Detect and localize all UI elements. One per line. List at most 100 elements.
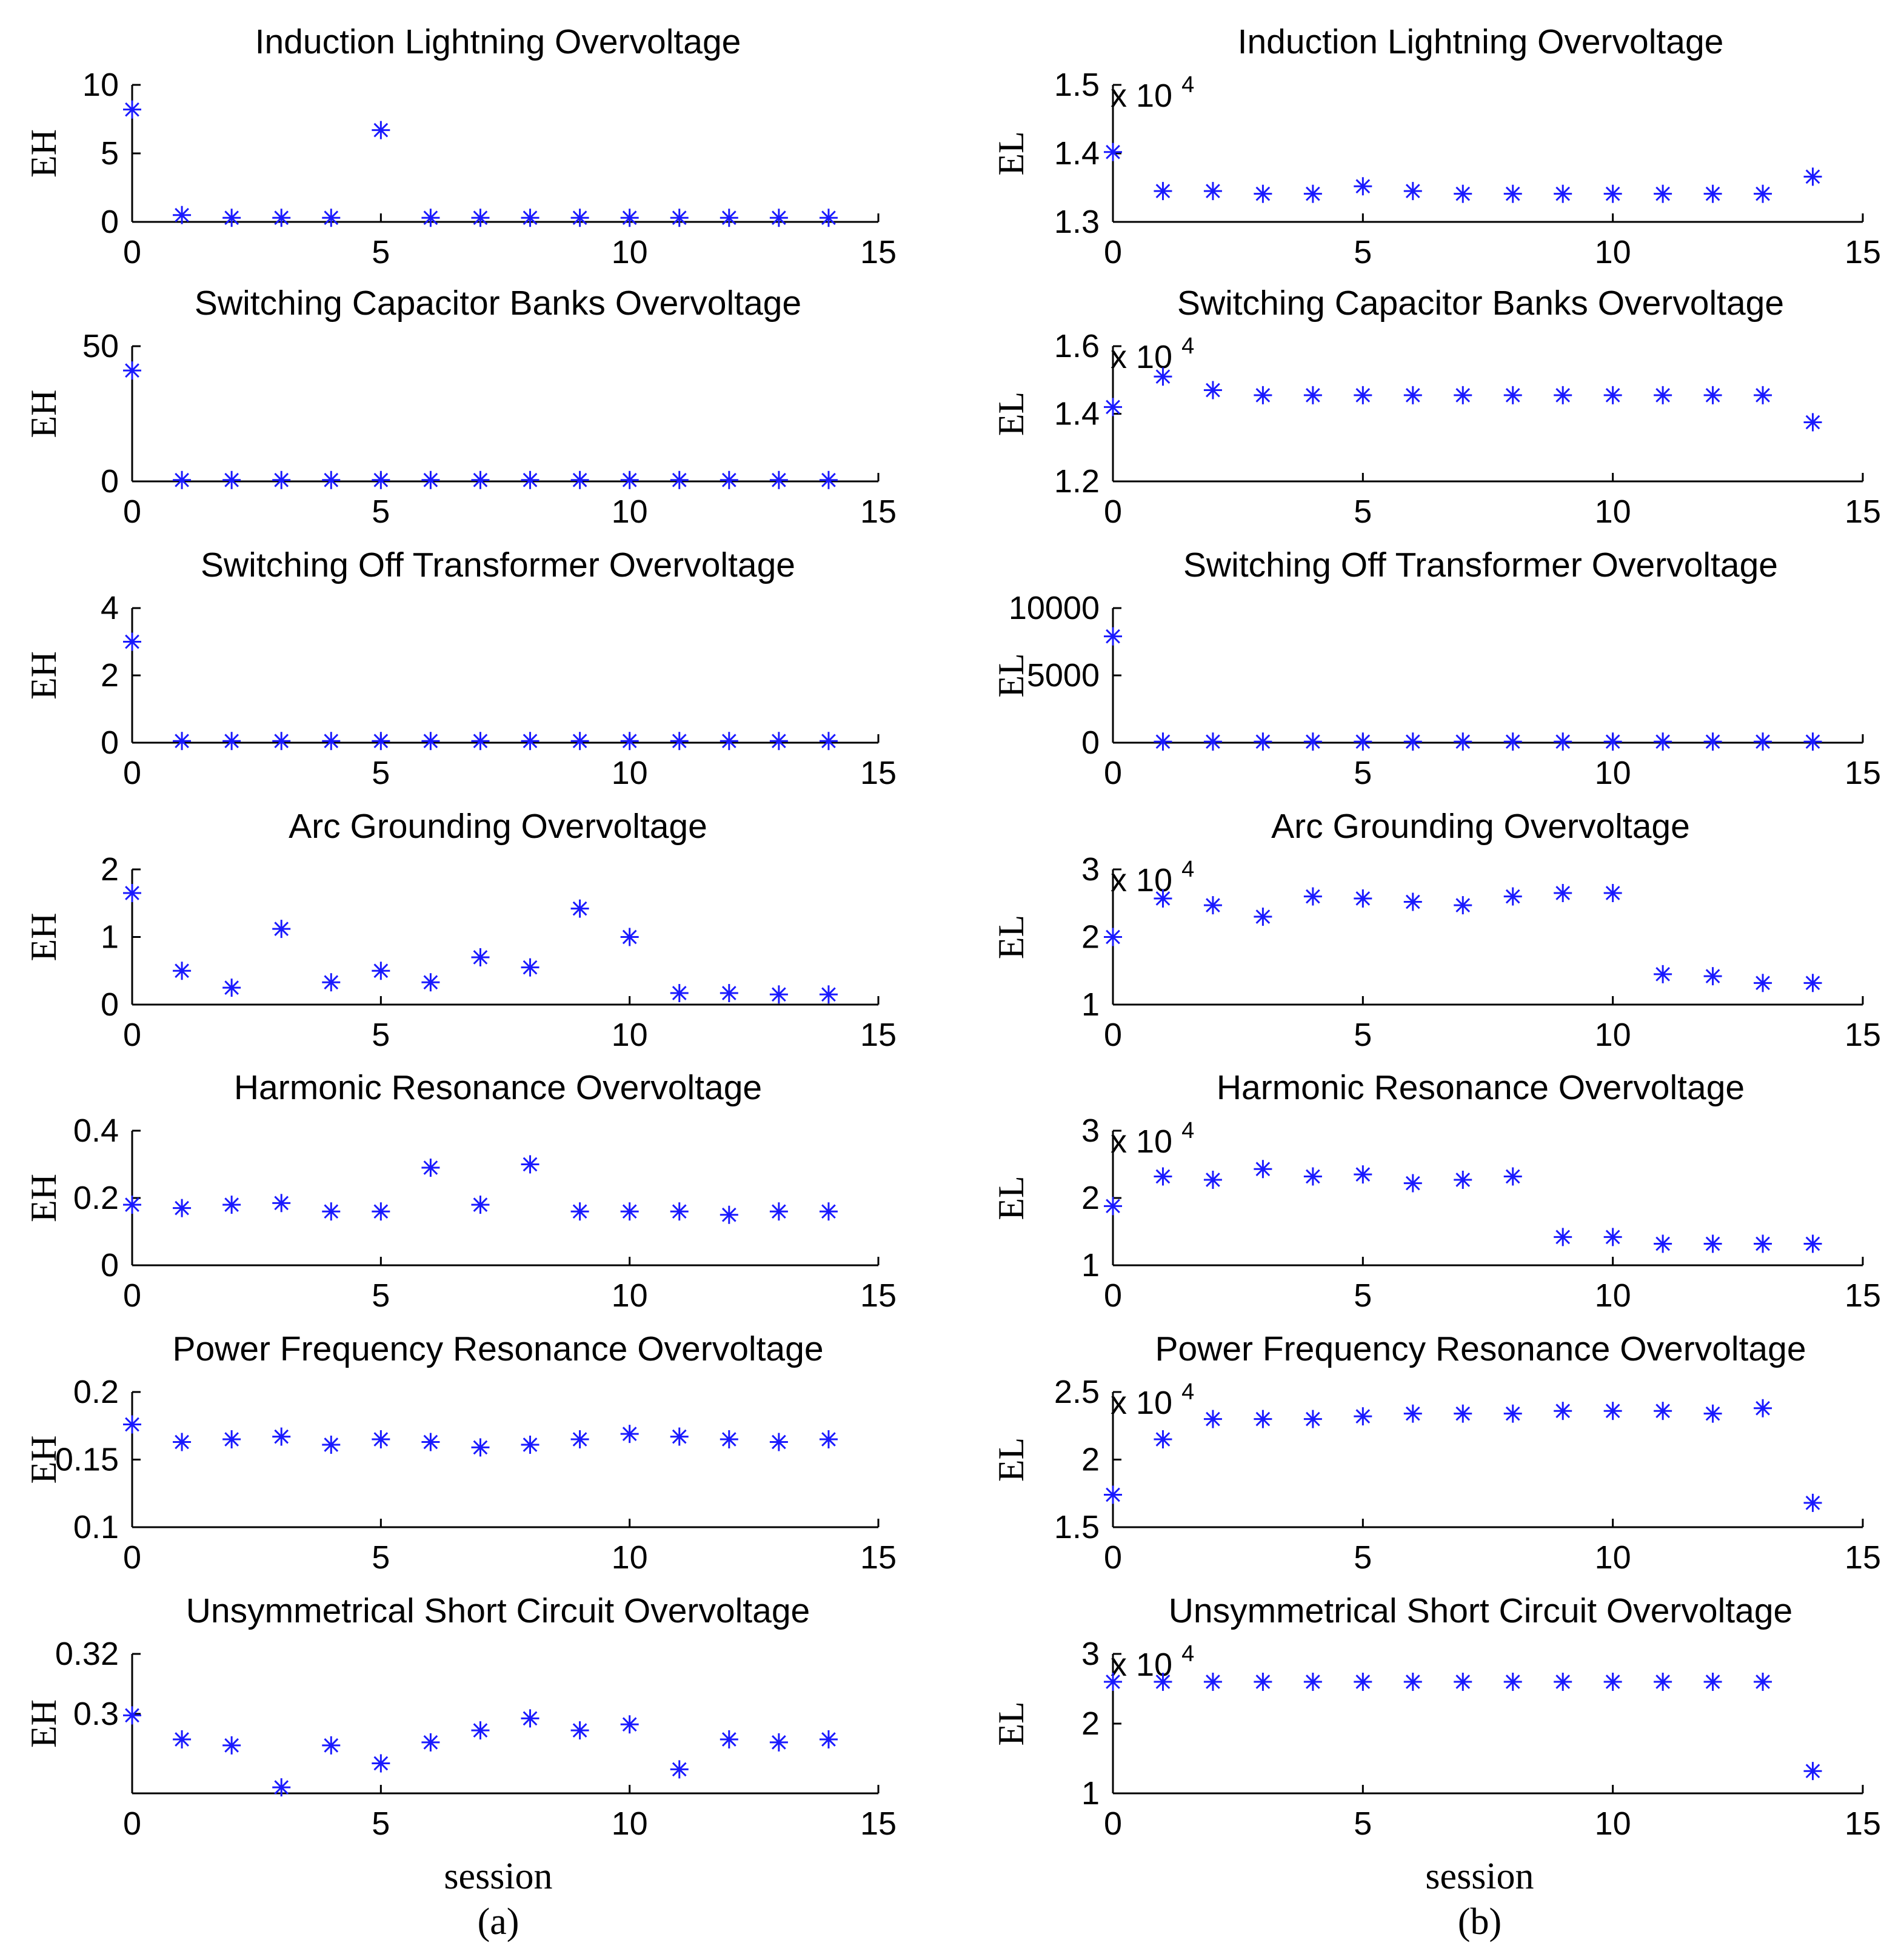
x-tick-label: 5 (372, 1539, 390, 1576)
data-point (670, 209, 689, 227)
data-point-stroke (1655, 387, 1670, 403)
data-point-stroke (572, 1204, 587, 1219)
data-point-stroke (1605, 1675, 1620, 1689)
data-point-stroke (1455, 898, 1471, 912)
data-point-stroke (423, 210, 438, 226)
data-point (222, 1430, 241, 1449)
data-point (670, 1202, 689, 1221)
data-point (1803, 1493, 1822, 1512)
data-point-stroke (1555, 886, 1571, 900)
data-point (1454, 1404, 1472, 1423)
x-tick-label: 15 (860, 1539, 897, 1576)
data-point (1503, 887, 1522, 906)
data-point (322, 973, 341, 992)
x-tick-label: 0 (123, 1277, 141, 1314)
data-point-stroke (1155, 891, 1171, 906)
data-point-stroke (1306, 734, 1320, 749)
data-point (720, 984, 738, 1003)
y-tick-label: 2 (1081, 919, 1100, 955)
x-tick-label: 15 (1845, 1539, 1881, 1576)
y-tick-label: 0 (101, 724, 119, 761)
data-point-stroke (1455, 186, 1471, 201)
x-tick-label: 0 (123, 494, 141, 530)
data-point-stroke (1455, 734, 1471, 749)
axis-multiplier-exponent: 4 (1181, 857, 1194, 882)
data-point-stroke (523, 960, 538, 975)
data-point (570, 209, 589, 227)
data-point (1403, 1673, 1422, 1691)
data-point (521, 958, 539, 977)
data-point (471, 470, 490, 489)
data-point (222, 470, 241, 489)
x-tick-label: 0 (123, 755, 141, 791)
data-point (272, 470, 291, 489)
x-tick-label: 5 (1354, 1805, 1372, 1842)
data-point (1654, 1673, 1672, 1691)
data-point (1203, 1171, 1222, 1189)
x-tick-label: 5 (1354, 1277, 1372, 1314)
y-tick-label: 1.2 (1054, 463, 1100, 500)
y-tick-label: 0.32 (55, 1636, 119, 1672)
data-point-stroke (1655, 966, 1670, 982)
data-point (173, 1199, 192, 1217)
data-point-stroke (423, 472, 438, 487)
data-point (1203, 182, 1222, 201)
axis-multiplier: x 10 4 (1111, 1379, 1194, 1421)
y-tick-label: 1 (1081, 1247, 1100, 1283)
axis-multiplier: x 10 4 (1111, 857, 1194, 898)
data-point-stroke (1306, 1169, 1320, 1184)
y-tick-label: 2 (101, 657, 119, 694)
data-point (471, 1438, 490, 1457)
data-point (1354, 1673, 1372, 1691)
data-point-stroke (622, 210, 637, 226)
data-point-stroke (373, 963, 389, 979)
x-axis-label-right: session (1425, 1856, 1534, 1897)
data-point (471, 732, 490, 751)
data-point (1354, 1165, 1372, 1184)
data-point (1554, 732, 1572, 751)
data-point-stroke (423, 1735, 438, 1750)
data-point-stroke (1655, 1404, 1670, 1419)
data-point-stroke (622, 929, 637, 945)
data-point-stroke (1255, 1675, 1271, 1689)
data-point (1703, 732, 1722, 751)
data-point-stroke (1155, 1675, 1171, 1689)
data-point (620, 928, 639, 946)
data-point (1554, 386, 1572, 404)
data-point-stroke (125, 363, 139, 378)
data-point (1403, 386, 1422, 404)
data-point (1703, 967, 1722, 986)
x-tick-label: 0 (1104, 755, 1122, 791)
data-point (173, 732, 192, 751)
data-point-stroke (1255, 387, 1271, 403)
data-point (1203, 1673, 1222, 1691)
data-point-stroke (1306, 186, 1320, 201)
data-point-stroke (1805, 1495, 1820, 1510)
x-tick-label: 5 (372, 1277, 390, 1314)
y-tick-label: 1.3 (1054, 204, 1100, 240)
panel-title: Power Frequency Resonance Overvoltage (1155, 1330, 1806, 1368)
data-point (1403, 732, 1422, 751)
panel-0-0: 0 5 10 15 0 5 10 EH Induction Lightning Overvolt… (24, 22, 897, 270)
axis-multiplier: x 10 4 (1111, 333, 1194, 375)
data-point-stroke (373, 734, 389, 749)
y-tick-label: 4 (101, 590, 119, 626)
panel-1-1: 0 5 10 15 1.2 1.4 1.6 EL x 10 4 Switching Capacit… (991, 284, 1881, 530)
data-point-stroke (1555, 1230, 1571, 1245)
data-point (471, 209, 490, 227)
data-point (123, 632, 141, 651)
data-point-stroke (423, 1160, 438, 1175)
data-point-stroke (1755, 186, 1770, 201)
data-point (372, 1202, 390, 1221)
data-point (1803, 974, 1822, 992)
data-point-stroke (1405, 184, 1420, 199)
data-point (1803, 1234, 1822, 1253)
data-point (1104, 142, 1122, 161)
panel-1-5: 0 5 10 15 1.5 2 2.5 EL x 10 4 Power Frequency Res… (991, 1330, 1881, 1576)
y-axis-label: EH (24, 390, 64, 438)
data-point (1354, 386, 1372, 404)
data-point (123, 1196, 141, 1214)
data-point-stroke (473, 1723, 488, 1738)
y-tick-label: 2 (1081, 1442, 1100, 1478)
data-point-stroke (1405, 387, 1420, 403)
